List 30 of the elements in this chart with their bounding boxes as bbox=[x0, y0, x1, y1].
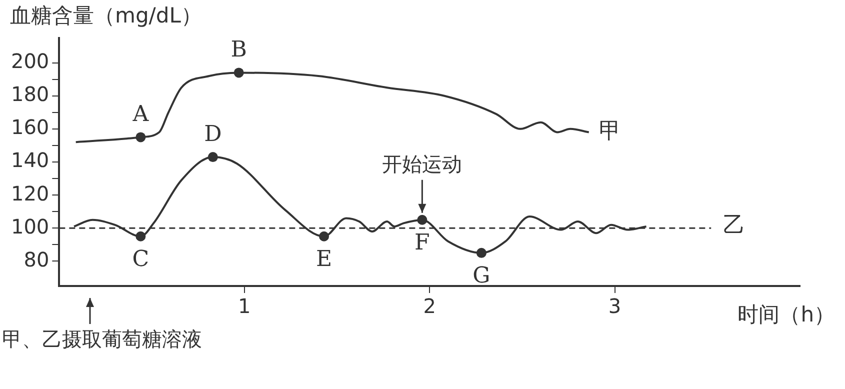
text: 甲、乙摄取葡萄糖溶液 bbox=[2, 327, 202, 352]
y-tick-label: 180 bbox=[10, 82, 50, 106]
data-label: D bbox=[204, 122, 222, 147]
y-tick-label: 140 bbox=[10, 148, 50, 172]
point bbox=[136, 132, 146, 142]
x-tick-label: 2 bbox=[423, 294, 436, 318]
annotation: 开始运动 bbox=[382, 152, 462, 176]
y-tick-label: 80 bbox=[24, 247, 50, 272]
y-tick-label: 120 bbox=[10, 181, 50, 206]
x-tick-label: 1 bbox=[238, 294, 251, 318]
series-label: 甲 bbox=[598, 118, 621, 144]
point bbox=[136, 231, 146, 242]
point bbox=[417, 214, 428, 225]
data-label: G bbox=[472, 264, 490, 289]
y-tick-label: 200 bbox=[10, 49, 50, 74]
x-axis-title: 时间（h） bbox=[738, 302, 835, 326]
y-tick-label: 160 bbox=[10, 115, 50, 140]
data-label: C bbox=[132, 247, 150, 272]
y-axis-title: 血糖含量（mg/dL） bbox=[10, 3, 202, 28]
point bbox=[319, 231, 330, 242]
data-label: B bbox=[230, 37, 247, 62]
point bbox=[208, 152, 218, 162]
text: 乙 bbox=[723, 213, 746, 238]
data-label: E bbox=[316, 247, 332, 272]
y-tick-label: 100 bbox=[10, 214, 50, 238]
data-label: F bbox=[414, 230, 430, 256]
point bbox=[234, 68, 244, 78]
data-label: A bbox=[132, 102, 150, 127]
point bbox=[476, 248, 486, 258]
x-tick-label: 3 bbox=[608, 294, 622, 318]
